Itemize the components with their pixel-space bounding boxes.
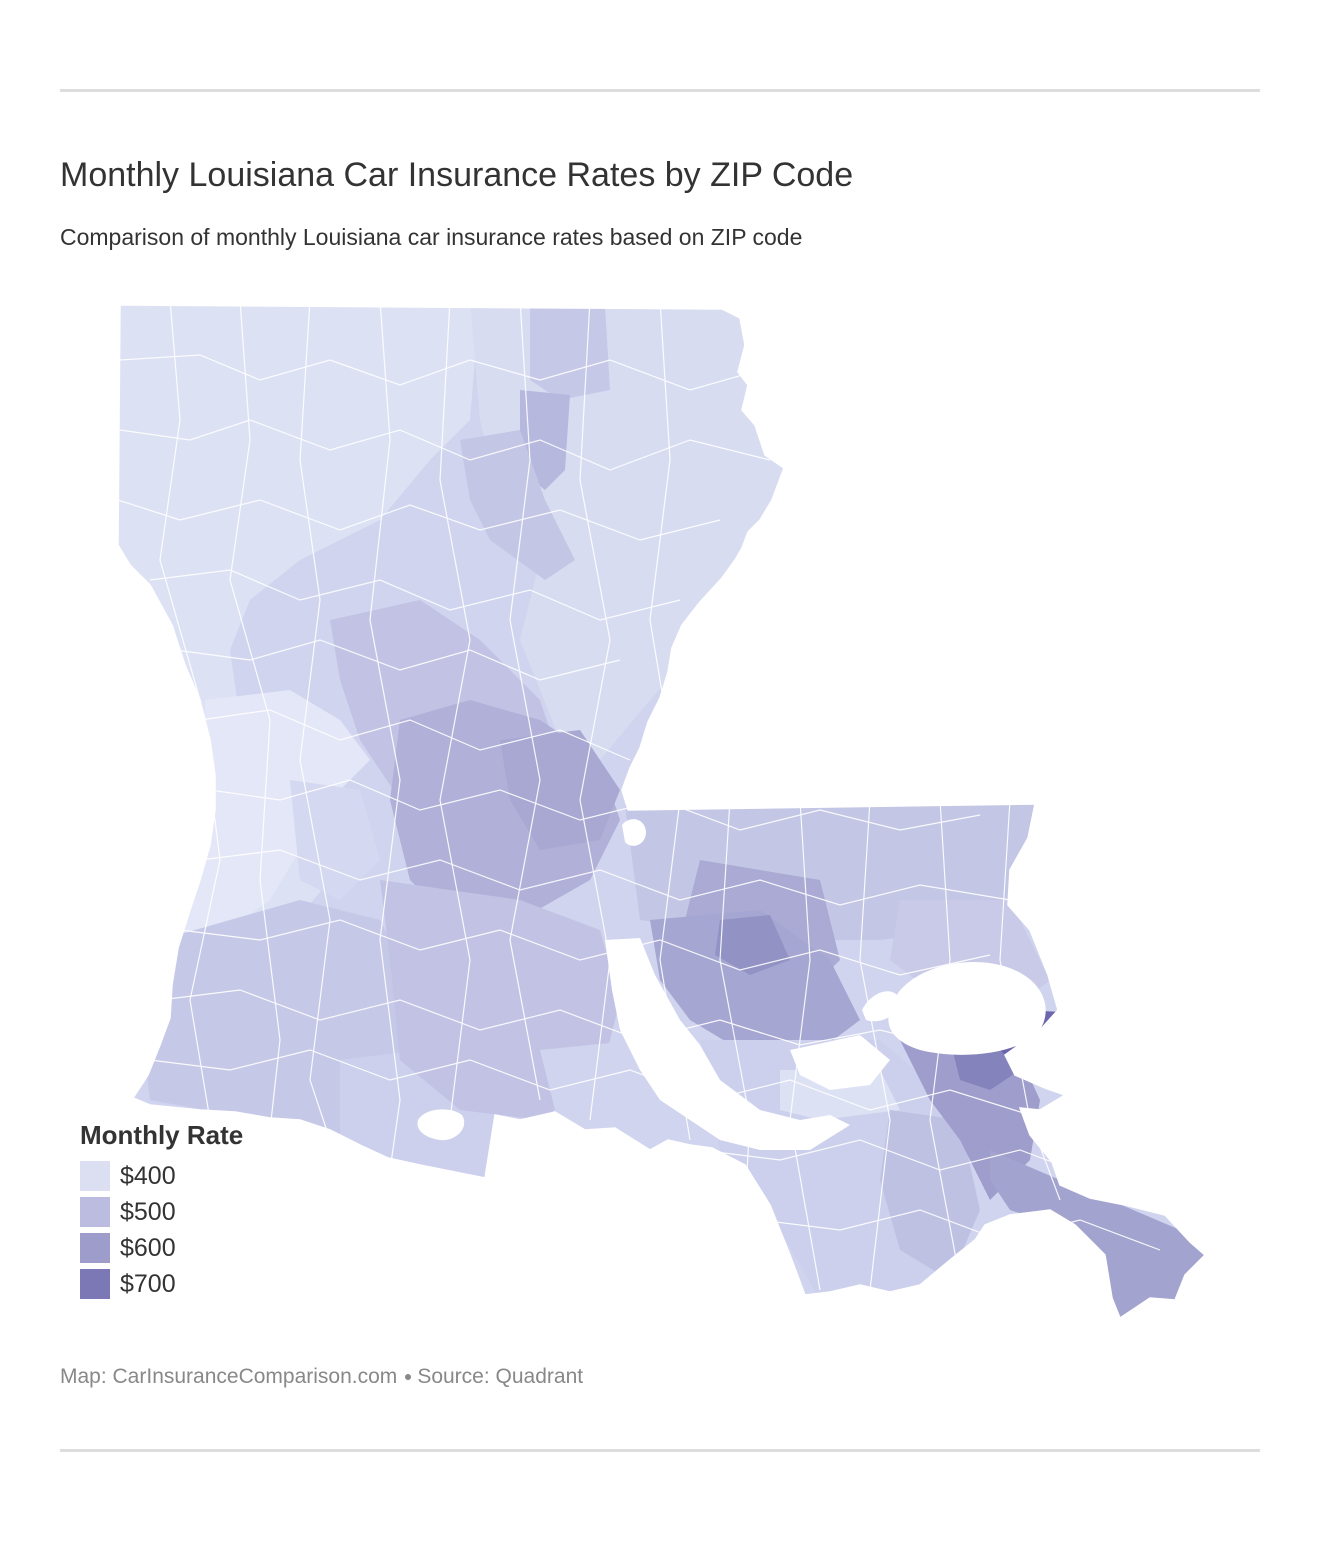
legend-label-400: $400 bbox=[120, 1161, 176, 1190]
map-footer: Map: CarInsuranceComparison.com Source: Q… bbox=[60, 1362, 583, 1392]
legend-item-600: $600 bbox=[80, 1230, 243, 1266]
legend-label-600: $600 bbox=[120, 1233, 176, 1262]
lake-pontchartrain bbox=[888, 962, 1046, 1055]
legend-label-500: $500 bbox=[120, 1197, 176, 1226]
legend-item-500: $500 bbox=[80, 1194, 243, 1230]
region-central-c bbox=[500, 730, 620, 850]
atchafalaya-basin-water bbox=[605, 938, 850, 1150]
map-legend: Monthly Rate $400 $500 $600 $700 bbox=[80, 1118, 243, 1302]
map-source: Source: Quadrant bbox=[417, 1365, 584, 1388]
legend-item-400: $400 bbox=[80, 1158, 243, 1194]
lac-des-allemands bbox=[790, 1035, 890, 1090]
map-svg bbox=[117, 304, 1206, 1319]
region-river-parishes bbox=[650, 910, 860, 1050]
page-subtitle: Comparison of monthly Louisiana car insu… bbox=[60, 224, 803, 250]
legend-swatch-700 bbox=[80, 1269, 110, 1299]
separator-dot bbox=[405, 1374, 412, 1381]
region-lafourche-south bbox=[880, 1110, 980, 1280]
region-lake-charles-north bbox=[290, 780, 380, 900]
region-plaquemines bbox=[990, 1150, 1205, 1318]
false-river bbox=[622, 819, 646, 846]
legend-swatch-400 bbox=[80, 1161, 110, 1191]
page-title: Monthly Louisiana Car Insurance Rates by… bbox=[60, 156, 854, 194]
lake-maurepas bbox=[862, 991, 900, 1022]
calcasieu-lake bbox=[417, 1109, 465, 1141]
legend-title: Monthly Rate bbox=[80, 1120, 244, 1150]
region-baton-rouge-core bbox=[715, 915, 790, 975]
region-west-central bbox=[185, 690, 370, 940]
top-divider bbox=[60, 89, 1260, 92]
louisiana-choropleth-map bbox=[0, 290, 1320, 1340]
legend-label-700: $700 bbox=[120, 1269, 176, 1298]
legend-swatch-600 bbox=[80, 1233, 110, 1263]
legend-item-700: $700 bbox=[80, 1266, 243, 1302]
region-north-c bbox=[460, 430, 575, 580]
map-credit: Map: CarInsuranceComparison.com bbox=[60, 1365, 398, 1388]
legend-swatch-500 bbox=[80, 1197, 110, 1227]
region-north-a bbox=[530, 305, 610, 400]
zip-boundaries bbox=[118, 305, 1161, 1291]
bottom-divider bbox=[60, 1449, 1260, 1452]
